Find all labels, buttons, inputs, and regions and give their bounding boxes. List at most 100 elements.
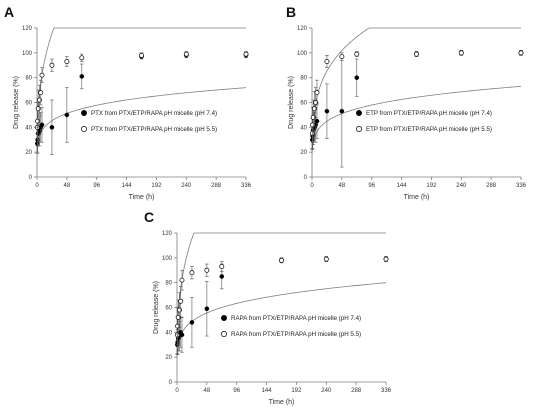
data-point-open	[243, 51, 249, 57]
y-tick-label: 0	[304, 175, 308, 181]
y-tick-label: 0	[169, 380, 173, 386]
data-point-open	[189, 270, 195, 276]
legend-label: RAPA from PTX/ETP/RAPA pH micelle (pH 7.…	[231, 315, 361, 322]
legend-label: ETP from PTX/ETP/RAPA pH micelle (pH 5.5…	[366, 126, 492, 133]
data-point-open	[354, 51, 360, 57]
data-point-open	[35, 118, 41, 124]
legend-marker-open	[81, 126, 87, 132]
data-point-open	[414, 51, 419, 57]
data-point-filled	[219, 274, 225, 279]
data-point-open	[324, 59, 330, 64]
data-point-filled	[189, 320, 195, 325]
y-tick-label: 20	[25, 150, 32, 156]
x-axis-title: Time (h)	[404, 194, 430, 201]
data-point-open	[183, 51, 189, 57]
fit-curve-ph74	[36, 87, 247, 153]
legend-label: RAPA from PTX/ETP/RAPA pH micelle (pH 5.…	[231, 331, 361, 338]
y-axis-title: Drug release (%)	[288, 76, 295, 129]
data-point-open	[204, 267, 210, 273]
x-tick-label: 96	[93, 183, 100, 189]
x-tick-label: 240	[456, 183, 467, 189]
y-tick-label: 60	[165, 306, 172, 312]
data-point-open	[39, 72, 45, 78]
data-point-open	[279, 257, 284, 263]
legend-marker-filled	[356, 110, 362, 116]
x-tick-label: 48	[339, 183, 346, 189]
y-tick-label: 80	[165, 281, 172, 287]
data-point-open	[458, 50, 464, 56]
y-tick-label: 40	[165, 330, 172, 336]
y-tick-label: 120	[22, 26, 33, 32]
x-tick-label: 96	[233, 388, 240, 394]
data-point-open	[518, 50, 524, 56]
data-point-filled	[79, 74, 85, 79]
legend-marker-open	[356, 126, 362, 132]
data-point-filled	[39, 122, 45, 128]
data-point-open	[79, 55, 85, 61]
fit-curve-ph55	[36, 27, 246, 145]
panel-a: A 0 20 40 60 80 100 120 0 48 96 144 192 240 288 336 Tim…	[0, 0, 270, 205]
y-tick-label: 40	[300, 125, 307, 131]
y-tick-label: 60	[300, 101, 307, 107]
y-tick-label: 20	[300, 150, 307, 156]
x-tick-label: 336	[381, 388, 392, 394]
y-tick-label: 0	[29, 175, 33, 181]
y-tick-label: 20	[165, 355, 172, 361]
y-tick-label: 120	[162, 231, 173, 237]
y-tick-label: 60	[25, 101, 32, 107]
data-point-open	[339, 54, 345, 60]
data-point-open	[178, 298, 184, 304]
fit-curve-ph55	[176, 232, 386, 350]
data-point-open	[64, 59, 70, 64]
data-point-open	[139, 52, 144, 58]
data-point-filled	[324, 108, 330, 114]
data-point-open	[314, 90, 320, 96]
panel-b: B 0 20 40 60 80 100 120 0 48 96 144 192 240 288 336 Tim…	[275, 0, 545, 205]
x-tick-label: 0	[175, 388, 179, 394]
x-tick-label: 192	[291, 388, 302, 394]
data-point-filled	[354, 75, 360, 80]
y-tick-label: 100	[297, 51, 308, 57]
data-point-filled	[49, 125, 55, 130]
chart-b: 0 20 40 60 80 100 120 0 48 96 144 192 240 288 336 Time …	[288, 26, 527, 201]
x-tick-label: 192	[426, 183, 437, 189]
x-tick-label: 144	[397, 183, 408, 189]
data-point-open	[49, 62, 55, 68]
y-tick-label: 120	[297, 26, 308, 32]
data-point-open	[383, 256, 389, 262]
panel-label-b: B	[286, 4, 297, 20]
y-tick-label: 100	[162, 256, 173, 262]
data-point-filled	[339, 108, 345, 114]
data-point-open	[179, 277, 185, 283]
legend-marker-filled	[81, 110, 87, 116]
y-axis-title: Drug release (%)	[13, 76, 20, 129]
x-tick-label: 240	[181, 183, 192, 189]
legend-label: PTX from PTX/ETP/RAPA pH micelle (pH 7.4…	[91, 110, 217, 117]
y-tick-label: 80	[300, 76, 307, 82]
x-tick-label: 0	[35, 183, 39, 189]
panel-c: C 0 20 40 60 80 100 120 0 48 96 144 192 240 288 336 Tim…	[140, 205, 410, 410]
data-point-open	[38, 90, 44, 96]
panel-label-c: C	[144, 209, 155, 225]
x-tick-label: 288	[351, 388, 362, 394]
data-point-filled	[314, 118, 320, 124]
legend-marker-filled	[221, 315, 227, 321]
fit-curve-ph74	[311, 85, 522, 154]
x-tick-label: 192	[151, 183, 162, 189]
data-point-filled	[204, 306, 210, 312]
x-tick-label: 288	[211, 183, 222, 189]
fit-curve-ph74	[176, 282, 387, 358]
x-tick-label: 144	[262, 388, 273, 394]
x-tick-label: 288	[486, 183, 497, 189]
data-point-filled	[179, 332, 185, 338]
x-tick-label: 336	[516, 183, 527, 189]
x-tick-label: 0	[310, 183, 314, 189]
x-tick-label: 96	[368, 183, 375, 189]
x-tick-label: 48	[204, 388, 211, 394]
chart-a: 0 20 40 60 80 100 120 0 48 96 144 192 240 288 336 Time …	[13, 26, 252, 201]
legend-marker-open	[221, 331, 227, 337]
x-tick-label: 48	[64, 183, 71, 189]
data-point-filled	[64, 112, 70, 118]
x-axis-title: Time (h)	[129, 194, 155, 201]
x-tick-label: 336	[241, 183, 252, 189]
